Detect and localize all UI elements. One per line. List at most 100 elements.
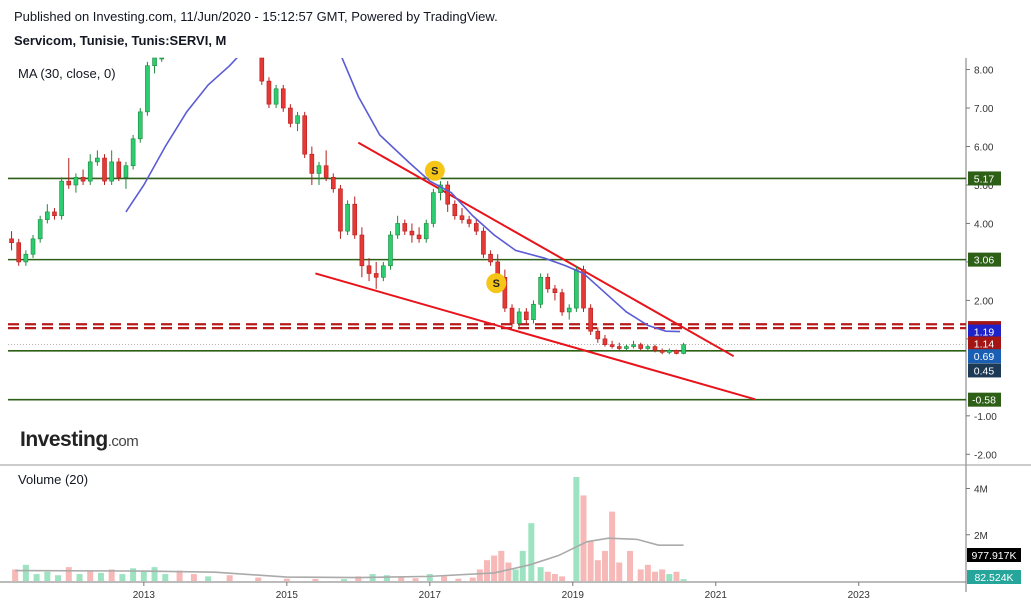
level-price-label-bg xyxy=(968,392,1001,407)
level-price-label: 3.06 xyxy=(974,255,995,267)
volume-bar xyxy=(176,570,183,581)
volume-bar xyxy=(498,550,505,581)
candle-body xyxy=(466,219,472,224)
volume-bar xyxy=(12,569,19,581)
candle-body xyxy=(524,311,529,320)
candle-body xyxy=(459,215,465,220)
volume-bar xyxy=(283,578,290,581)
candle-body xyxy=(95,157,100,163)
investing-logo: Investing.com xyxy=(20,428,139,451)
candle-body xyxy=(574,269,579,309)
level-price-label: -0.58 xyxy=(972,395,996,407)
candle-body xyxy=(130,138,136,167)
sell-marker xyxy=(424,160,445,181)
candle-body xyxy=(345,203,350,232)
price-tag-label: 0.45 xyxy=(974,365,995,377)
volume-bar xyxy=(580,495,587,581)
volume-bar xyxy=(108,569,115,581)
price-tag-label-bg xyxy=(968,336,1001,351)
x-tick-label: 2015 xyxy=(276,590,299,601)
candle-body xyxy=(545,277,551,290)
candle-body xyxy=(452,203,458,217)
published-caption: Published on Investing.com, 11/Jun/2020 … xyxy=(14,9,498,24)
trendline xyxy=(357,141,735,358)
candle-body xyxy=(445,184,450,205)
volume-bar xyxy=(226,575,233,581)
candle-body xyxy=(431,192,436,224)
candle-body xyxy=(30,238,36,255)
price-axis: 8.007.006.005.004.003.002.001.00-1.00-2.… xyxy=(966,66,1001,461)
symbol-title: Servicom, Tunisie, Tunis:SERVI, M xyxy=(14,33,227,48)
volume-bar xyxy=(130,568,137,581)
candle-body xyxy=(609,344,615,347)
candle-body xyxy=(416,234,422,240)
candle-body xyxy=(316,165,322,174)
candle-body xyxy=(559,292,565,313)
price-tag-label-bg xyxy=(968,324,1001,339)
candle-body xyxy=(23,253,29,263)
volume-bars: 4M 2M 977.917K 82.524K xyxy=(12,476,1021,584)
volume-bar xyxy=(355,576,362,581)
candle-body xyxy=(66,180,72,186)
candle-body xyxy=(674,350,679,354)
candle-body xyxy=(123,165,129,178)
sell-marker-label: S xyxy=(431,166,438,178)
candle-body xyxy=(288,107,293,124)
vol-y-tick-label: 2M xyxy=(974,531,988,542)
volume-bar xyxy=(680,579,687,581)
volume-bar xyxy=(528,523,535,581)
volume-bar xyxy=(659,569,666,581)
candle-body xyxy=(381,265,386,278)
candle-body xyxy=(52,211,57,217)
sell-marker xyxy=(486,273,507,294)
candle-body xyxy=(502,277,508,309)
candle-body xyxy=(9,238,14,243)
candle-body xyxy=(473,223,479,232)
volume-indicator-label: Volume (20) xyxy=(18,472,88,487)
volume-bar xyxy=(97,572,104,581)
candle-body xyxy=(259,57,265,82)
candle-body xyxy=(366,265,372,274)
volume-bar xyxy=(44,571,51,581)
candle-body xyxy=(509,307,515,324)
candle-body xyxy=(616,346,622,349)
volume-bar xyxy=(119,574,126,581)
ma-indicator-label: MA (30, close, 0) xyxy=(18,66,116,81)
volume-bar xyxy=(505,562,512,581)
candle-body xyxy=(73,176,79,186)
candle-body xyxy=(273,88,279,105)
horizontal-levels xyxy=(8,177,966,401)
price-tag-label: 0.69 xyxy=(974,351,995,363)
y-tick-label: 4.00 xyxy=(974,219,994,230)
y-tick-label: -1.00 xyxy=(974,412,997,423)
volume-bar xyxy=(616,562,623,581)
vol-value-label-bg xyxy=(967,570,1021,584)
candle-body xyxy=(638,344,644,349)
x-tick-label: 2023 xyxy=(848,590,871,601)
vol-y-tick-label: 4M xyxy=(974,485,988,496)
volume-bar xyxy=(441,576,448,581)
candle-body xyxy=(145,65,150,113)
trendline xyxy=(315,272,756,401)
candle-body xyxy=(116,161,122,178)
volume-bar xyxy=(626,550,633,581)
candle-body xyxy=(323,165,329,178)
y-tick-label: 8.00 xyxy=(974,66,994,77)
level-price-label-bg xyxy=(968,171,1001,186)
candle-body xyxy=(402,223,408,232)
candle-body xyxy=(16,242,22,263)
volume-bar xyxy=(255,577,262,581)
volume-bar xyxy=(55,575,62,581)
candle-body xyxy=(681,344,686,354)
candle-body xyxy=(516,311,522,324)
x-tick-label: 2019 xyxy=(562,590,585,601)
volume-bar xyxy=(573,476,580,581)
volume-bar xyxy=(33,574,40,581)
candle-body xyxy=(581,269,586,309)
volume-bar xyxy=(537,567,544,581)
candle-body xyxy=(531,303,536,320)
candle-body xyxy=(280,88,286,109)
candle-body xyxy=(373,273,379,278)
candle-body xyxy=(352,203,358,236)
